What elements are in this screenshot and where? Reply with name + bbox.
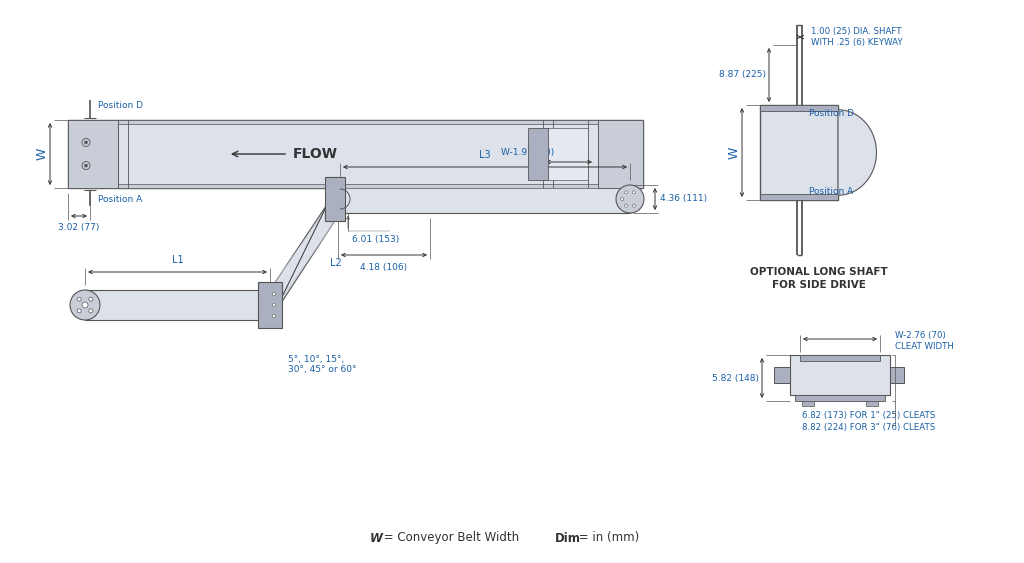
Bar (760, 105, 838, 200)
Circle shape (82, 302, 88, 308)
Bar (760, 194, 838, 200)
Bar (760, 105, 838, 111)
Text: L1: L1 (172, 255, 183, 265)
Bar (68, 120, 643, 188)
Bar (800, 355, 880, 361)
Circle shape (77, 297, 81, 301)
Polygon shape (270, 185, 340, 320)
Polygon shape (838, 105, 877, 200)
Text: W: W (727, 146, 740, 159)
Bar (774, 367, 790, 383)
Text: = in (mm): = in (mm) (575, 531, 639, 544)
Text: = Conveyor Belt Width: = Conveyor Belt Width (380, 531, 530, 544)
Text: 8.87 (225): 8.87 (225) (719, 70, 766, 79)
Text: 4.18 (106): 4.18 (106) (360, 263, 408, 272)
Circle shape (89, 297, 93, 301)
Bar (802, 401, 814, 406)
Text: L3: L3 (479, 150, 490, 160)
Text: L2: L2 (330, 257, 342, 267)
Circle shape (625, 191, 628, 194)
Text: W-1.97 (50): W-1.97 (50) (502, 148, 555, 157)
Circle shape (633, 204, 635, 207)
Bar (598, 120, 643, 188)
Text: Position D: Position D (98, 101, 143, 110)
Text: Position A: Position A (98, 195, 142, 204)
Text: 3.02 (77): 3.02 (77) (58, 223, 99, 232)
Text: W: W (370, 531, 383, 544)
Circle shape (77, 309, 81, 313)
Text: Dim: Dim (555, 531, 581, 544)
Text: Position A: Position A (809, 187, 853, 196)
Circle shape (70, 290, 100, 320)
Circle shape (85, 141, 87, 144)
Circle shape (272, 303, 275, 306)
Text: 6.01 (153): 6.01 (153) (352, 235, 399, 244)
Bar (866, 401, 878, 406)
Text: Position D: Position D (809, 109, 854, 118)
Text: W-2.76 (70)
CLEAT WIDTH: W-2.76 (70) CLEAT WIDTH (895, 331, 954, 351)
Text: 6.82 (173) FOR 1" (25) CLEATS: 6.82 (173) FOR 1" (25) CLEATS (802, 411, 935, 420)
Circle shape (633, 191, 635, 194)
Bar (890, 367, 904, 383)
Bar (340, 185, 630, 213)
Circle shape (89, 309, 93, 313)
Circle shape (625, 204, 628, 207)
Circle shape (272, 315, 275, 318)
Bar (790, 355, 890, 395)
Text: FLOW: FLOW (293, 147, 338, 161)
Text: FOR SIDE DRIVE: FOR SIDE DRIVE (772, 280, 866, 290)
Bar (795, 395, 885, 401)
Text: 8.82 (224) FOR 3" (76) CLEATS: 8.82 (224) FOR 3" (76) CLEATS (802, 423, 935, 432)
Bar (528, 128, 548, 180)
Bar (68, 120, 643, 124)
Bar (325, 177, 345, 221)
Circle shape (272, 293, 275, 296)
Bar (258, 282, 282, 328)
Circle shape (621, 198, 624, 200)
Text: OPTIONAL LONG SHAFT: OPTIONAL LONG SHAFT (751, 267, 888, 277)
Bar (68, 184, 643, 188)
Text: 1.00 (25) DIA. SHAFT
WITH .25 (6) KEYWAY: 1.00 (25) DIA. SHAFT WITH .25 (6) KEYWAY (811, 27, 902, 47)
Circle shape (616, 185, 644, 213)
Text: W: W (36, 148, 48, 160)
Text: 4.36 (111): 4.36 (111) (660, 194, 708, 203)
Bar (85, 290, 270, 320)
Text: 5.82 (148): 5.82 (148) (712, 373, 759, 382)
Bar (68, 120, 118, 188)
Text: 5°, 10°, 15°,
30°, 45° or 60°: 5°, 10°, 15°, 30°, 45° or 60° (288, 355, 356, 374)
Circle shape (85, 164, 87, 167)
Bar (543, 128, 588, 180)
